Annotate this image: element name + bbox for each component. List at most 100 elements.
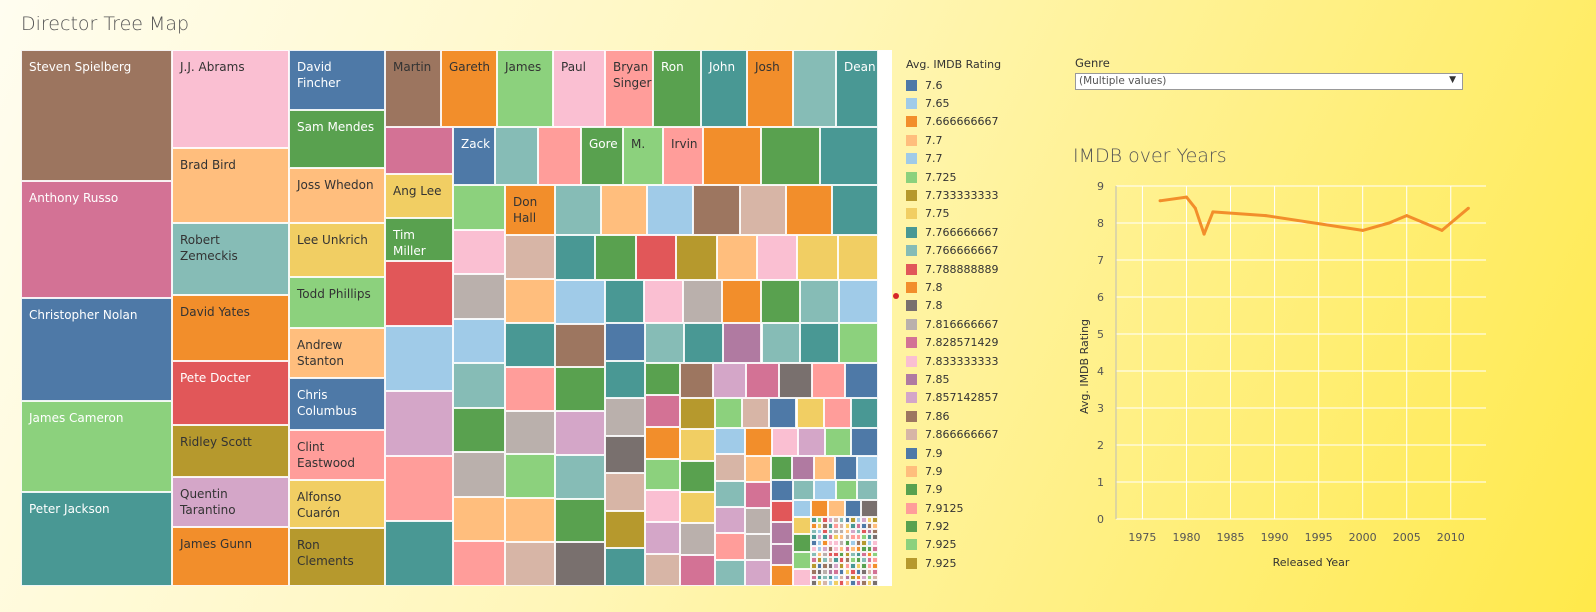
- treemap-cell[interactable]: [838, 528, 845, 535]
- legend-item[interactable]: 7.828571429: [906, 333, 1016, 351]
- data-point[interactable]: [1387, 221, 1391, 225]
- treemap-cell[interactable]: [816, 574, 823, 581]
- treemap-cell[interactable]: Lee Unkrich: [289, 223, 385, 277]
- treemap-cell[interactable]: [761, 127, 820, 185]
- treemap-cell[interactable]: [742, 398, 770, 428]
- data-point[interactable]: [1466, 206, 1470, 210]
- treemap-cell[interactable]: [505, 235, 555, 279]
- treemap-cell[interactable]: [819, 127, 878, 185]
- data-point[interactable]: [1211, 210, 1215, 214]
- treemap-cell[interactable]: [680, 460, 715, 492]
- treemap-cell[interactable]: [385, 326, 453, 391]
- treemap-cell[interactable]: Martin: [385, 50, 441, 127]
- treemap-cell[interactable]: [816, 517, 823, 523]
- treemap-cell[interactable]: [505, 410, 555, 455]
- treemap-cell[interactable]: [827, 534, 834, 540]
- treemap-cell[interactable]: [816, 563, 823, 569]
- treemap-cell[interactable]: [385, 521, 453, 586]
- treemap-cell[interactable]: [812, 363, 845, 398]
- treemap-cell[interactable]: [844, 568, 851, 575]
- treemap-cell[interactable]: [645, 323, 684, 363]
- treemap-cell[interactable]: [866, 517, 873, 523]
- treemap-cell[interactable]: [676, 235, 717, 280]
- treemap-cell[interactable]: [798, 428, 825, 456]
- treemap-cell[interactable]: [866, 563, 873, 569]
- treemap-cell[interactable]: [453, 274, 505, 319]
- treemap-cell[interactable]: [822, 522, 828, 529]
- treemap-cell[interactable]: [785, 185, 832, 235]
- treemap-cell[interactable]: [844, 517, 851, 523]
- treemap-cell[interactable]: [855, 534, 862, 540]
- treemap-cell[interactable]: [861, 534, 867, 540]
- treemap-cell[interactable]: Josh: [747, 50, 793, 127]
- treemap-cell[interactable]: [816, 551, 823, 558]
- treemap-cell[interactable]: [505, 322, 555, 367]
- treemap-cell[interactable]: [680, 363, 713, 398]
- legend-item[interactable]: 7.666666667: [906, 113, 1016, 131]
- treemap-cell[interactable]: [680, 429, 715, 461]
- treemap-cell[interactable]: [839, 323, 878, 363]
- treemap-cell[interactable]: [693, 185, 740, 235]
- treemap-cell[interactable]: [855, 551, 862, 558]
- treemap-cell[interactable]: [779, 363, 812, 398]
- treemap-cell[interactable]: [605, 510, 645, 549]
- treemap-cell[interactable]: [745, 560, 771, 586]
- treemap-cell[interactable]: [855, 557, 862, 563]
- treemap-cell[interactable]: [715, 454, 745, 481]
- treemap-cell[interactable]: [605, 398, 645, 436]
- treemap-cell[interactable]: [793, 50, 836, 127]
- treemap-cell[interactable]: [855, 517, 862, 523]
- treemap-cell[interactable]: [844, 528, 851, 535]
- legend-item[interactable]: 7.733333333: [906, 186, 1016, 204]
- treemap-cell[interactable]: [796, 398, 824, 428]
- treemap-cell[interactable]: [816, 534, 823, 540]
- treemap-cell[interactable]: [715, 559, 745, 586]
- treemap-cell[interactable]: [647, 185, 694, 235]
- treemap-cell[interactable]: [822, 540, 828, 546]
- legend-item[interactable]: 7.6: [906, 76, 1016, 94]
- treemap-cell[interactable]: [872, 568, 878, 575]
- treemap-cell[interactable]: [645, 490, 680, 523]
- treemap-cell[interactable]: [861, 568, 867, 575]
- treemap-cell[interactable]: [822, 563, 828, 569]
- treemap-cell[interactable]: [745, 534, 771, 560]
- treemap-cell[interactable]: [855, 568, 862, 575]
- treemap-cell[interactable]: [601, 185, 648, 235]
- treemap-cell[interactable]: [811, 517, 817, 523]
- treemap-cell[interactable]: [811, 574, 817, 581]
- treemap-cell[interactable]: James: [497, 50, 553, 127]
- treemap-cell[interactable]: [811, 563, 817, 569]
- treemap-cell[interactable]: [855, 545, 862, 552]
- treemap-cell[interactable]: [861, 522, 867, 529]
- treemap-cell[interactable]: [872, 574, 878, 581]
- treemap-cell[interactable]: [861, 540, 867, 546]
- treemap-cell[interactable]: [811, 551, 817, 558]
- treemap-cell[interactable]: [811, 528, 817, 535]
- treemap-cell[interactable]: [850, 398, 878, 428]
- treemap-cell[interactable]: Pete Docter: [172, 361, 289, 425]
- treemap-cell[interactable]: [833, 580, 839, 586]
- treemap-cell[interactable]: Andrew Stanton: [289, 328, 385, 378]
- treemap-cell[interactable]: [555, 542, 605, 586]
- legend-item[interactable]: 7.7: [906, 131, 1016, 149]
- data-point[interactable]: [1158, 199, 1162, 203]
- treemap-cell[interactable]: [792, 456, 814, 480]
- treemap-cell[interactable]: [844, 551, 851, 558]
- treemap-cell[interactable]: [715, 480, 745, 507]
- director-treemap[interactable]: Steven Spielberg Anthony Russo Christopher…: [21, 50, 892, 586]
- legend-item[interactable]: 7.857142857: [906, 389, 1016, 407]
- treemap-cell[interactable]: [771, 564, 793, 586]
- treemap-cell[interactable]: [453, 541, 505, 586]
- treemap-cell[interactable]: [850, 551, 856, 558]
- treemap-cell[interactable]: [505, 278, 555, 323]
- treemap-cell[interactable]: [844, 534, 851, 540]
- treemap-cell[interactable]: [872, 580, 878, 586]
- treemap-cell[interactable]: [844, 522, 851, 529]
- treemap-cell[interactable]: [813, 456, 836, 480]
- treemap-cell[interactable]: [822, 545, 828, 552]
- treemap-cell[interactable]: Alfonso Cuarón: [289, 480, 385, 528]
- legend-item[interactable]: 7.85: [906, 370, 1016, 388]
- treemap-cell[interactable]: [872, 557, 878, 563]
- treemap-cell[interactable]: [715, 428, 745, 455]
- treemap-cell[interactable]: [605, 548, 645, 586]
